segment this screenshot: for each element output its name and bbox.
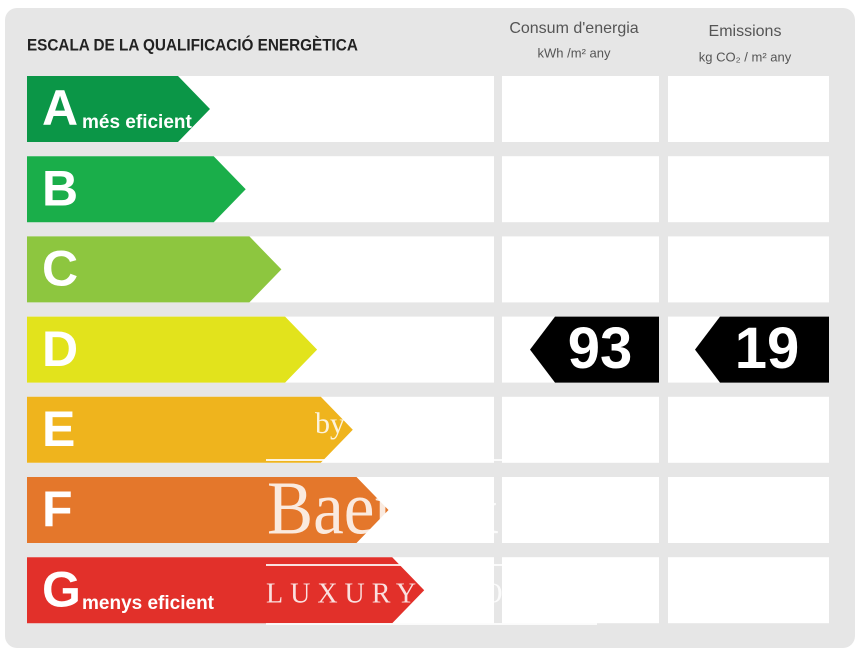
consumption-cell xyxy=(502,557,659,624)
watermark-line2: HOMES xyxy=(455,578,588,609)
emissions-cell xyxy=(668,236,829,303)
rating-letter: G xyxy=(42,561,81,617)
rating-letter: F xyxy=(42,481,73,537)
watermark-by: by xyxy=(315,407,345,440)
rating-arrow xyxy=(27,316,318,383)
watermark: by Baerz & Co LUXURY HOMES xyxy=(266,407,597,625)
emissions-cell xyxy=(668,557,829,624)
watermark-brand: Baerz & Co xyxy=(267,466,597,550)
emissions-cell xyxy=(668,76,829,142)
emissions-unit: kg CO₂ / m² any xyxy=(699,49,792,64)
title: ESCALA DE LA QUALIFICACIÓ ENERGÈTICA xyxy=(27,35,358,55)
consumption-unit: kWh /m² any xyxy=(538,45,611,60)
rating-letter: D xyxy=(42,321,78,377)
emissions-marker xyxy=(695,316,829,383)
emissions-cell xyxy=(668,396,829,463)
consumption-value: 93 xyxy=(568,316,633,381)
rating-letter: C xyxy=(42,241,78,297)
rating-arrow xyxy=(27,477,389,543)
consumption-cell xyxy=(502,156,659,223)
consumption-marker xyxy=(530,316,659,383)
rating-arrow xyxy=(27,156,246,223)
rating-letter: B xyxy=(42,160,78,216)
consumption-title: Consum d'energia xyxy=(509,20,638,37)
consumption-cell xyxy=(502,76,659,142)
emissions-value: 19 xyxy=(735,316,800,381)
rating-arrow xyxy=(27,396,353,463)
consumption-cell xyxy=(502,477,659,543)
rating-letter: A xyxy=(42,80,78,136)
rating-arrow xyxy=(27,236,282,303)
emissions-title: Emissions xyxy=(709,23,782,40)
rating-arrow xyxy=(27,557,425,624)
emissions-cell xyxy=(668,156,829,223)
consumption-cell xyxy=(502,396,659,463)
emissions-cell xyxy=(668,477,829,543)
watermark-line1: LUXURY xyxy=(266,578,423,609)
rating-label: menys eficient xyxy=(82,593,215,614)
consumption-cell xyxy=(502,236,659,303)
rating-arrow xyxy=(27,76,210,142)
rating-letter: E xyxy=(42,401,75,457)
rating-label: més eficient xyxy=(82,112,192,133)
